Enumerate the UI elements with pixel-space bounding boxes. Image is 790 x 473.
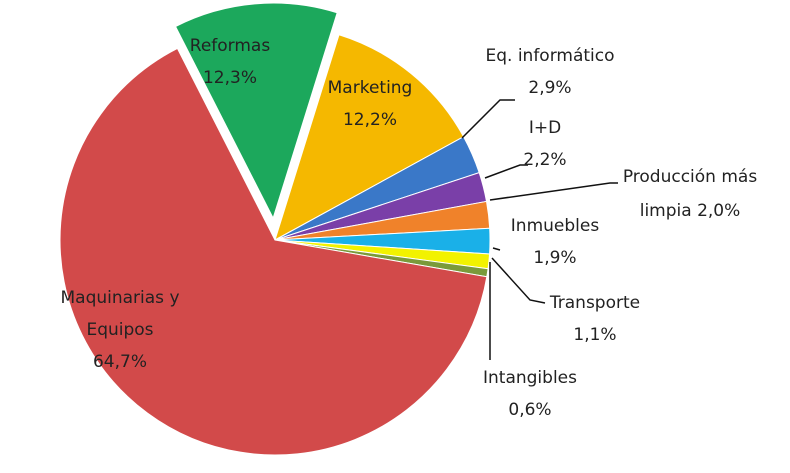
category-name: Transporte xyxy=(549,293,641,313)
slice-label: Transporte 1,1% xyxy=(530,287,660,351)
slice-label: Intangibles 0,6% xyxy=(465,362,595,426)
slice-label: Maquinarias y Equipos 64,7% xyxy=(60,282,180,378)
value-label: 2,0% xyxy=(697,201,741,221)
value-label: 12,3% xyxy=(202,68,257,88)
value-label: 2,9% xyxy=(528,78,572,98)
slice-label: Marketing 12,2% xyxy=(300,72,440,136)
category-name: Eq. informático xyxy=(485,46,615,66)
category-name: Producción más limpia xyxy=(622,167,758,221)
category-name: Inmuebles xyxy=(510,216,600,236)
slice-label: Producción más limpia 2,0% xyxy=(610,160,770,228)
pie-slice xyxy=(59,47,488,456)
category-name: Intangibles xyxy=(483,368,577,388)
leader-line xyxy=(491,257,546,304)
slice-label: Reformas 12,3% xyxy=(170,30,290,94)
value-label: 1,9% xyxy=(533,248,577,268)
category-name: I+D xyxy=(528,118,562,138)
leader-line xyxy=(484,164,528,179)
leader-line xyxy=(492,247,501,251)
value-label: 64,7% xyxy=(92,352,147,372)
value-label: 0,6% xyxy=(508,400,552,420)
category-name: Marketing xyxy=(327,78,413,98)
category-name: Reformas xyxy=(189,36,271,56)
slice-label: I+D 2,2% xyxy=(500,112,590,176)
leader-line xyxy=(461,99,515,139)
slice-label: Inmuebles 1,9% xyxy=(490,210,620,274)
leader-line xyxy=(489,182,618,201)
pie-slice xyxy=(174,2,338,220)
category-name: Maquinarias y Equipos xyxy=(60,288,180,340)
value-label: 2,2% xyxy=(523,150,567,170)
slice-label: Eq. informático 2,9% xyxy=(470,40,630,104)
pie-slice xyxy=(274,34,465,242)
value-label: 1,1% xyxy=(573,325,617,345)
value-label: 12,2% xyxy=(342,110,397,130)
